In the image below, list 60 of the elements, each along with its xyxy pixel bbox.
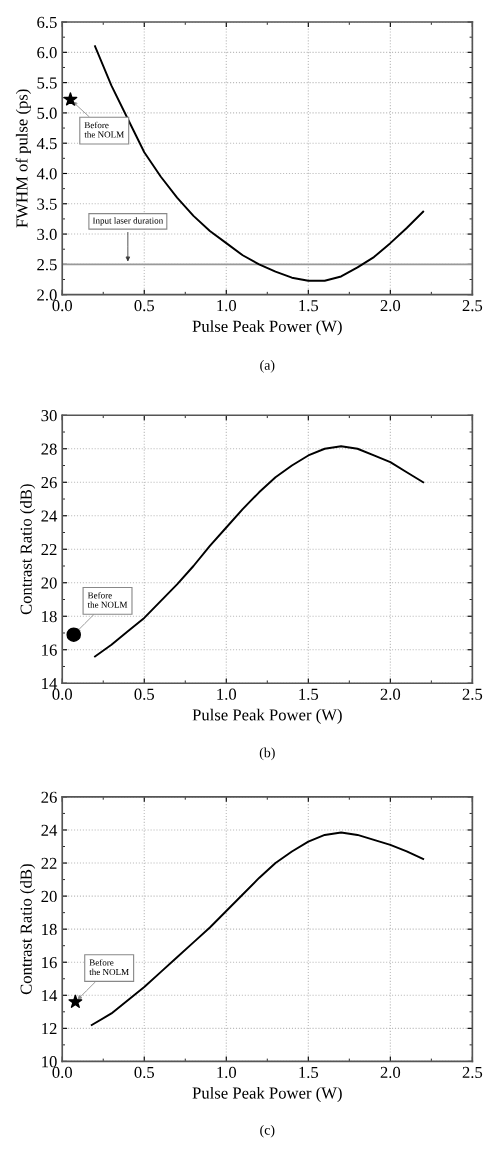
- y-tick-label: 3.0: [37, 228, 57, 241]
- y-tick-label: 2.5: [37, 259, 57, 271]
- x-tick-label: 0.0: [52, 1066, 73, 1079]
- y-tick-label: 16: [42, 956, 57, 969]
- x-tick-label: 1.5: [299, 688, 319, 700]
- y-tick-label: 6.0: [37, 47, 57, 59]
- x-tick-label: 1.0: [217, 1066, 237, 1079]
- y-tick-label: 5.5: [37, 77, 57, 89]
- x-tick-label: 1.0: [217, 688, 237, 700]
- ref-line-label: Input laser duration: [92, 217, 164, 226]
- y-tick-label: 16: [42, 644, 57, 656]
- y-tick-label: 14: [42, 990, 58, 1002]
- y-tick-label: 20: [41, 890, 57, 903]
- x-tick-label: 0.0: [52, 688, 73, 700]
- y-tick-label: 26: [41, 477, 57, 489]
- y-tick-label: 2.0: [37, 289, 57, 301]
- x-tick-label: 2.5: [462, 688, 483, 700]
- x-tick-label: 0.5: [134, 299, 155, 312]
- y-tick-label: 20: [41, 577, 57, 589]
- y-tick-label: 24: [41, 510, 58, 522]
- x-tick-label: 2.0: [380, 299, 401, 312]
- y-axis-title: FWHM of pulse (ps): [15, 89, 31, 228]
- x-tick-label: 2.5: [462, 1066, 483, 1079]
- y-tick-label: 5.0: [37, 107, 57, 119]
- y-tick-label: 12: [42, 1023, 57, 1035]
- x-tick-label: 1.5: [299, 300, 319, 312]
- x-tick-label: 2.0: [380, 688, 401, 700]
- y-tick-label: 4.0: [36, 168, 57, 180]
- y-tick-label: 14: [42, 678, 58, 690]
- y-tick-label: 10: [42, 1056, 57, 1068]
- x-tick-label: 1.0: [217, 299, 237, 312]
- x-tick-label: 0.5: [134, 1066, 155, 1079]
- x-axis-title: Pulse Peak Power (W): [192, 320, 342, 336]
- y-axis-title: Contrast Ratio (dB): [20, 864, 36, 995]
- text: (b): [259, 747, 275, 761]
- y-tick-label: 30: [41, 409, 57, 422]
- x-axis-title: Pulse Peak Power (W): [192, 708, 342, 724]
- y-tick-label: 4.5: [36, 138, 57, 150]
- x-tick-label: 1.5: [299, 1066, 319, 1079]
- annotation: Before the NOLM: [87, 591, 128, 608]
- y-tick-label: 18: [42, 923, 57, 936]
- line-series: [90, 831, 425, 1026]
- annotation: Before the NOLM: [84, 121, 124, 138]
- text: (c): [260, 1124, 275, 1138]
- text: (a): [260, 360, 275, 373]
- y-tick-label: 24: [41, 824, 58, 836]
- x-tick-label: 2.0: [380, 1066, 401, 1079]
- y-tick-label: 6.5: [37, 16, 57, 29]
- x-tick-label: 2.5: [462, 300, 483, 312]
- y-axis-title: Contrast Ratio (dB): [20, 484, 36, 615]
- y-tick-label: 26: [41, 791, 57, 803]
- y-tick-label: 28: [41, 443, 57, 455]
- x-tick-label: 0.0: [52, 299, 73, 312]
- y-tick-label: 22: [41, 857, 57, 869]
- x-tick-label: 0.5: [134, 688, 155, 700]
- y-tick-label: 3.5: [37, 198, 57, 210]
- y-tick-label: 22: [41, 544, 57, 556]
- x-axis-title: Pulse Peak Power (W): [192, 1086, 342, 1103]
- y-tick-label: 18: [42, 610, 57, 623]
- annotation: Before the NOLM: [89, 959, 129, 976]
